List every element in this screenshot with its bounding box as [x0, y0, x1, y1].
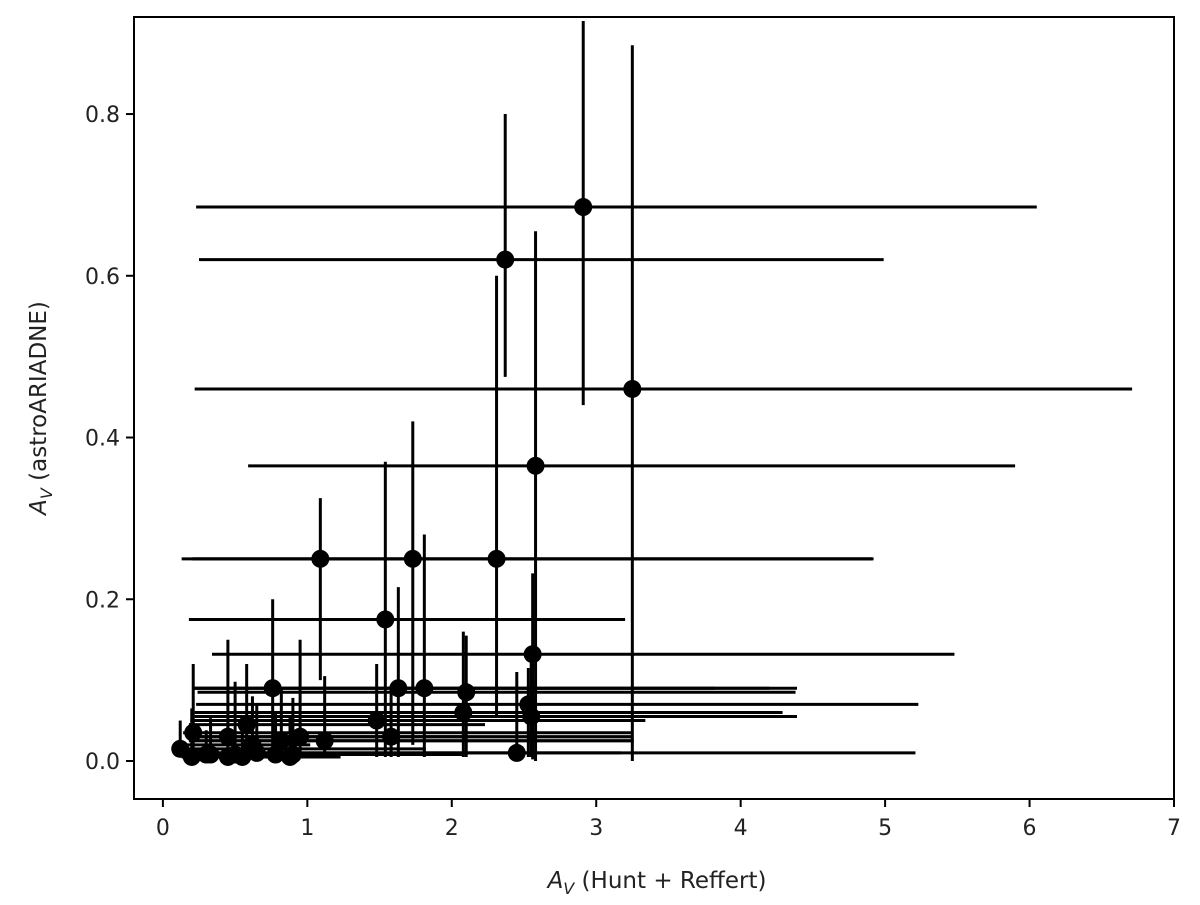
x-axis-label-subscript: V	[563, 879, 575, 898]
y-axis-label-text: (astroARIADNE)	[26, 301, 52, 488]
y-axis-label-symbol: A	[26, 499, 52, 517]
x-axis-label-text: (Hunt + Reffert)	[574, 868, 766, 894]
data-point	[243, 735, 262, 754]
y-tick-label: 0.4	[85, 427, 120, 452]
data-point	[311, 549, 330, 568]
data-point	[496, 250, 515, 269]
y-axis-label: AV (astroARIADNE)	[26, 301, 56, 517]
data-point	[454, 703, 473, 722]
x-tick-label: 5	[878, 816, 892, 841]
data-point	[522, 707, 541, 726]
data-point	[266, 745, 285, 764]
data-point	[197, 745, 216, 764]
data-point	[291, 727, 310, 746]
data-point	[263, 679, 282, 698]
x-tick-label: 3	[589, 816, 603, 841]
x-axis: 0 1 2 3 4 5 6 7	[156, 799, 1181, 841]
data-point	[523, 645, 542, 664]
y-axis: 0.0 0.2 0.4 0.6 0.8	[85, 103, 134, 775]
x-tick-label: 2	[445, 816, 459, 841]
y-axis-label-subscript: V	[37, 487, 56, 499]
data-point	[218, 747, 237, 766]
x-axis-label-symbol: A	[546, 868, 564, 894]
data-layer	[171, 21, 1133, 766]
data-point	[526, 456, 545, 475]
data-point	[218, 727, 237, 746]
data-point	[382, 727, 401, 746]
x-axis-label: AV (Hunt + Reffert)	[546, 868, 767, 898]
data-point	[574, 198, 593, 217]
data-point	[315, 731, 334, 750]
x-tick-label: 7	[1167, 816, 1181, 841]
data-point	[376, 610, 395, 629]
x-tick-label: 6	[1023, 816, 1037, 841]
x-tick-label: 0	[156, 816, 170, 841]
data-point	[184, 723, 203, 742]
y-tick-label: 0.6	[85, 265, 120, 290]
data-point	[487, 549, 506, 568]
y-tick-label: 0.0	[85, 750, 120, 775]
data-point	[415, 679, 434, 698]
data-point	[389, 679, 408, 698]
y-tick-label: 0.2	[85, 588, 120, 613]
data-point	[281, 747, 299, 766]
data-point	[237, 715, 256, 734]
data-point	[272, 731, 291, 750]
y-tick-label: 0.8	[85, 103, 120, 128]
x-tick-label: 4	[734, 816, 748, 841]
data-point	[182, 747, 201, 766]
data-point	[623, 379, 642, 398]
data-point	[367, 711, 386, 730]
data-point	[507, 743, 526, 762]
x-tick-label: 1	[300, 816, 314, 841]
data-point	[403, 549, 422, 568]
data-point	[457, 683, 476, 702]
data-point	[233, 747, 252, 766]
plot-frame	[133, 16, 1175, 800]
